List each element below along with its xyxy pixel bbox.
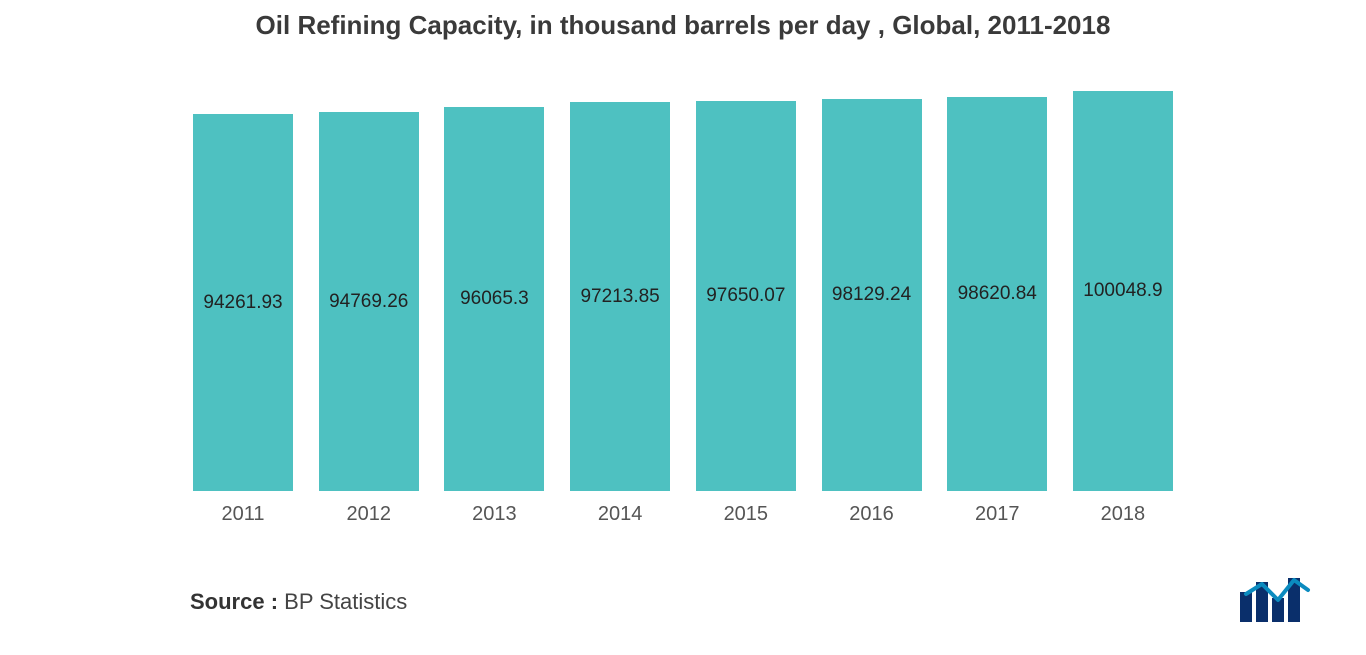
bar-2015: 97650.07 [696,101,796,491]
bar-value-label: 96065.3 [460,288,529,310]
bar-value-label: 97650.07 [706,285,785,307]
source-attribution: Source : BP Statistics [190,589,407,615]
bar-group: 100048.9 [1073,91,1173,491]
bar-value-label: 100048.9 [1083,280,1162,302]
x-tick: 2012 [319,503,419,526]
bar-group: 94261.93 [193,114,293,491]
chart-title: Oil Refining Capacity, in thousand barre… [0,10,1366,41]
bar-2013: 96065.3 [444,107,544,491]
x-tick: 2018 [1073,503,1173,526]
bar-group: 98129.24 [822,99,922,491]
bar-2011: 94261.93 [193,114,293,491]
chart-plot-area: 94261.93 94769.26 96065.3 97213.85 97650… [183,71,1183,491]
bar-value-label: 98620.84 [958,283,1037,305]
mordor-intelligence-logo-icon [1236,570,1326,625]
bar-2016: 98129.24 [822,99,922,491]
x-tick: 2017 [947,503,1047,526]
bar-value-label: 97213.85 [580,286,659,308]
source-label: Source : [190,589,278,614]
bar-group: 94769.26 [319,112,419,491]
bar-value-label: 94261.93 [203,292,282,314]
x-tick: 2011 [193,503,293,526]
x-tick: 2016 [822,503,922,526]
bar-value-label: 98129.24 [832,284,911,306]
bar-group: 98620.84 [947,97,1047,491]
bar-2017: 98620.84 [947,97,1047,491]
bar-2014: 97213.85 [570,102,670,491]
bar-2018: 100048.9 [1073,91,1173,491]
x-tick: 2013 [444,503,544,526]
bar-2012: 94769.26 [319,112,419,491]
x-tick: 2015 [696,503,796,526]
bar-group: 97650.07 [696,101,796,491]
source-value: BP Statistics [284,589,407,614]
bar-group: 97213.85 [570,102,670,491]
chart-container: Oil Refining Capacity, in thousand barre… [0,0,1366,655]
bar-value-label: 94769.26 [329,291,408,313]
x-tick: 2014 [570,503,670,526]
bar-group: 96065.3 [444,107,544,491]
x-axis: 2011 2012 2013 2014 2015 2016 2017 2018 [183,503,1183,526]
